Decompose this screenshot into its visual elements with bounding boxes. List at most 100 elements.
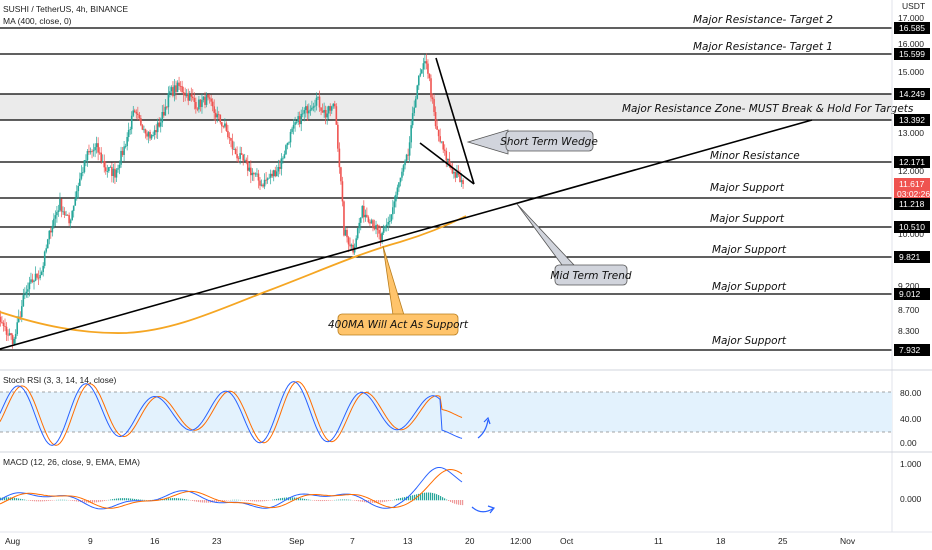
candle-body[interactable] (111, 166, 113, 176)
candle-body[interactable] (0, 316, 2, 322)
candle-body[interactable] (334, 103, 336, 107)
candle-body[interactable] (291, 128, 293, 132)
candle-body[interactable] (392, 207, 394, 215)
candle-body[interactable] (24, 294, 26, 296)
candle-body[interactable] (161, 111, 164, 123)
candle-body[interactable] (98, 152, 101, 154)
candle-body[interactable] (227, 130, 229, 138)
candle-body[interactable] (253, 172, 255, 175)
candle-body[interactable] (260, 184, 263, 186)
candle-body[interactable] (19, 316, 22, 318)
candle-body[interactable] (346, 229, 348, 238)
candle-body[interactable] (282, 158, 284, 160)
candle-body[interactable] (14, 334, 17, 339)
candle-body[interactable] (285, 145, 287, 155)
candle-body[interactable] (50, 230, 52, 233)
candle-body[interactable] (104, 167, 107, 172)
candle-body[interactable] (172, 87, 174, 96)
candle-body[interactable] (192, 96, 194, 99)
candle-body[interactable] (289, 131, 292, 143)
candle-body[interactable] (228, 137, 231, 139)
candle-body[interactable] (401, 171, 403, 178)
candle-body[interactable] (361, 205, 364, 218)
candle-body[interactable] (411, 113, 414, 126)
candle-body[interactable] (263, 179, 266, 187)
candle-body[interactable] (254, 173, 257, 175)
candle-body[interactable] (233, 148, 235, 150)
candle-body[interactable] (65, 214, 67, 216)
candle-body[interactable] (204, 96, 206, 105)
candle-body[interactable] (118, 164, 121, 169)
candle-body[interactable] (140, 118, 142, 126)
candle-body[interactable] (179, 85, 182, 87)
candle-body[interactable] (272, 170, 275, 177)
candle-body[interactable] (214, 112, 217, 118)
candle-body[interactable] (30, 279, 32, 283)
candle-body[interactable] (88, 151, 90, 153)
candle-body[interactable] (294, 122, 296, 125)
candle-body[interactable] (187, 93, 190, 101)
candle-body[interactable] (343, 201, 345, 236)
candle-body[interactable] (137, 113, 139, 115)
candle-body[interactable] (442, 141, 445, 150)
candle-body[interactable] (390, 214, 393, 221)
candle-body[interactable] (443, 149, 446, 151)
candle-body[interactable] (427, 63, 429, 74)
candle-body[interactable] (379, 233, 382, 241)
candle-body[interactable] (246, 161, 249, 171)
candle-body[interactable] (112, 168, 115, 176)
candle-body[interactable] (320, 107, 322, 111)
candle-body[interactable] (448, 158, 451, 165)
candle-body[interactable] (45, 248, 48, 252)
candle-body[interactable] (245, 159, 248, 162)
candle-body[interactable] (195, 101, 197, 109)
candle-body[interactable] (143, 129, 145, 131)
candle-body[interactable] (237, 158, 240, 160)
candle-body[interactable] (207, 94, 209, 98)
candle-body[interactable] (56, 212, 58, 216)
candle-body[interactable] (156, 122, 159, 133)
candle-body[interactable] (407, 154, 409, 156)
candle-body[interactable] (13, 338, 15, 345)
candle-body[interactable] (248, 167, 251, 171)
candle-body[interactable] (85, 160, 87, 161)
candle-body[interactable] (318, 96, 321, 108)
candle-body[interactable] (436, 126, 438, 130)
candle-body[interactable] (196, 108, 199, 110)
stoch-rsi-pane[interactable]: Stoch RSI (3, 3, 14, 14, close) 80.00 40… (0, 375, 922, 448)
candle-body[interactable] (335, 106, 338, 125)
candle-body[interactable] (433, 99, 435, 112)
trend-callout[interactable]: Mid Term Trend (516, 203, 632, 286)
candle-body[interactable] (239, 153, 241, 159)
candle-body[interactable] (92, 150, 95, 152)
candle-body[interactable] (120, 150, 122, 165)
candle-body[interactable] (8, 333, 11, 336)
candle-body[interactable] (173, 85, 176, 96)
candle-body[interactable] (292, 124, 295, 129)
candle-body[interactable] (446, 158, 449, 161)
candle-body[interactable] (332, 103, 335, 107)
candle-body[interactable] (250, 167, 252, 176)
candle-body[interactable] (359, 217, 362, 223)
candle-body[interactable] (340, 167, 342, 182)
candle-body[interactable] (440, 141, 443, 143)
candle-body[interactable] (375, 224, 377, 230)
candle-body[interactable] (36, 273, 38, 278)
candle-body[interactable] (20, 306, 23, 317)
candle-body[interactable] (303, 110, 306, 114)
candle-body[interactable] (132, 110, 135, 116)
candle-body[interactable] (393, 201, 396, 208)
candle-body[interactable] (363, 205, 365, 218)
candle-body[interactable] (175, 85, 177, 93)
candle-body[interactable] (451, 168, 454, 174)
candle-body[interactable] (66, 214, 69, 216)
candle-body[interactable] (309, 109, 312, 111)
candle-body[interactable] (398, 182, 400, 188)
candle-body[interactable] (275, 171, 278, 177)
candle-body[interactable] (169, 91, 171, 94)
candle-body[interactable] (210, 98, 212, 102)
candle-body[interactable] (413, 107, 416, 114)
candle-body[interactable] (152, 134, 154, 136)
candle-body[interactable] (80, 172, 83, 179)
candle-body[interactable] (382, 228, 385, 233)
